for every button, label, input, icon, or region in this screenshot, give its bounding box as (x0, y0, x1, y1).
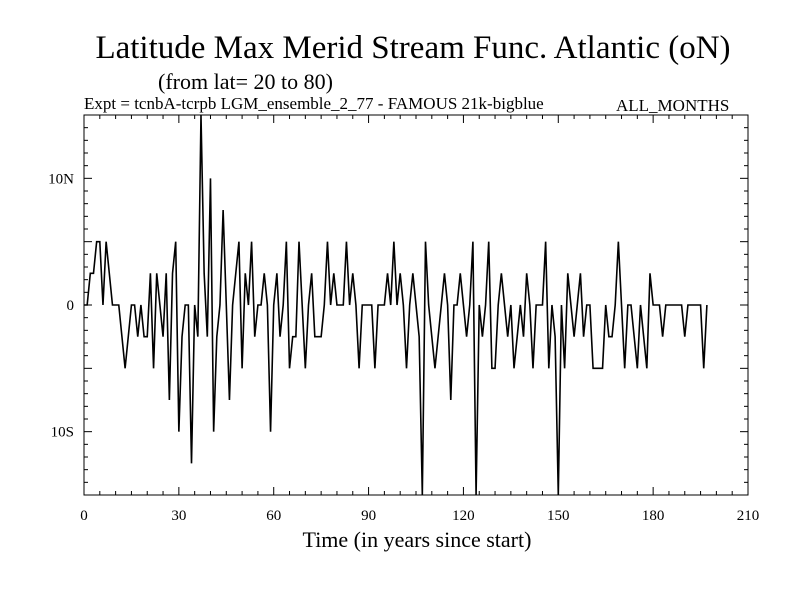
y-tick-label: 10S (51, 425, 74, 441)
period-label: ALL_MONTHS (616, 96, 730, 115)
y-tick-label: 10N (48, 171, 74, 187)
x-tick-label: 150 (547, 508, 570, 524)
x-tick-label: 60 (266, 508, 281, 524)
experiment-label: Expt = tcnbA-tcrpb LGM_ensemble_2_77 - F… (84, 94, 544, 113)
x-tick-label: 180 (642, 508, 665, 524)
axis-tick-labels: 0 30 60 90 120 150 180 210 10N 0 10S (48, 171, 759, 524)
x-tick-label: 0 (80, 508, 88, 524)
x-tick-label: 210 (737, 508, 760, 524)
data-series (84, 114, 708, 496)
x-tick-label: 90 (361, 508, 376, 524)
x-tick-label: 120 (452, 508, 475, 524)
chart-subtitle: (from lat= 20 to 80) (158, 69, 333, 94)
axis-ticks (83, 114, 749, 496)
series-line (84, 114, 708, 496)
chart-title: Latitude Max Merid Stream Func. Atlantic… (95, 30, 731, 66)
x-tick-label: 30 (171, 508, 186, 524)
y-tick-label: 0 (67, 298, 75, 314)
x-axis-label: Time (in years since start) (302, 527, 532, 552)
